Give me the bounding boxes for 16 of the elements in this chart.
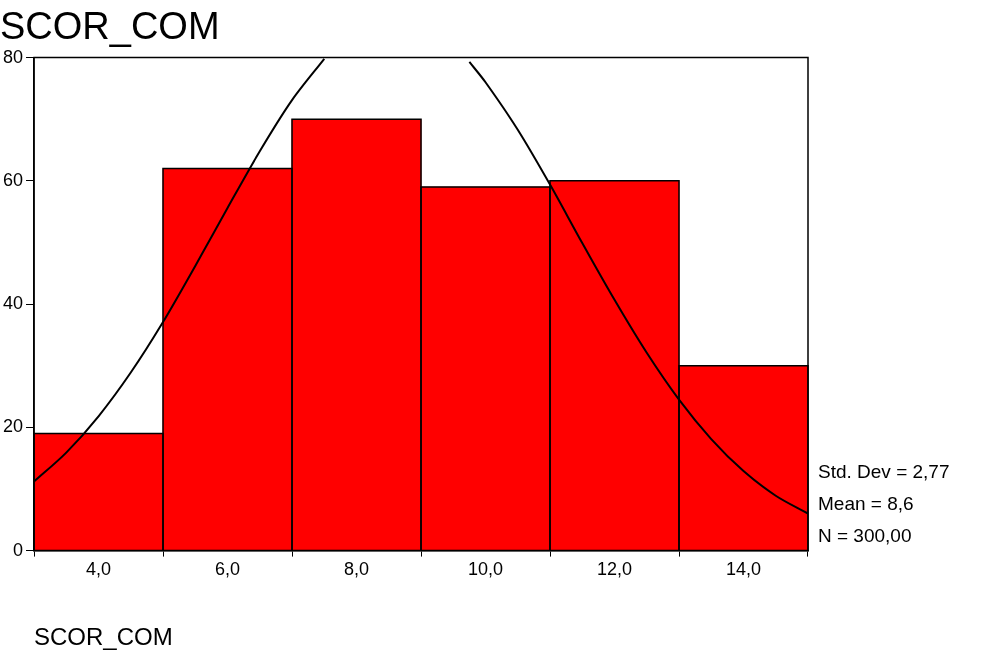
x-tick-label: 8,0	[344, 559, 370, 580]
y-tick-label: 40	[2, 293, 24, 314]
x-tick-label: 10,0	[467, 559, 504, 580]
x-tick-label: 12,0	[596, 559, 633, 580]
y-tick-label: 0	[13, 539, 24, 560]
y-tick-label: 60	[2, 169, 24, 190]
y-tick-label: 80	[2, 46, 24, 67]
text: Std. Dev = 2,77	[818, 460, 950, 482]
x-tick-label: 6,0	[215, 559, 241, 580]
chart-title: SCOR_COM	[0, 5, 220, 48]
y-tick-label: 20	[2, 416, 24, 437]
x-axis-title: SCOR_COM	[34, 623, 173, 651]
text: Mean = 8,6	[818, 492, 914, 514]
text: N = 300,00	[818, 524, 912, 546]
x-tick-label: 4,0	[86, 559, 112, 580]
x-tick-label: 14,0	[725, 559, 762, 580]
